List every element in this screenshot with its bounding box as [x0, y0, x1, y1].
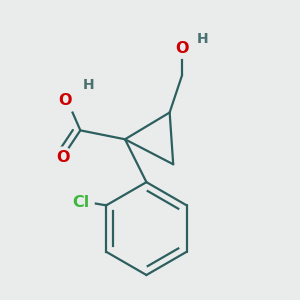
- Text: Cl: Cl: [72, 195, 89, 210]
- Circle shape: [58, 92, 78, 112]
- Text: O: O: [176, 41, 189, 56]
- Text: H: H: [197, 32, 209, 46]
- Circle shape: [172, 38, 192, 58]
- Text: H: H: [82, 78, 94, 92]
- Text: O: O: [58, 93, 72, 108]
- Text: O: O: [56, 150, 69, 165]
- Circle shape: [67, 189, 94, 216]
- Circle shape: [52, 147, 73, 167]
